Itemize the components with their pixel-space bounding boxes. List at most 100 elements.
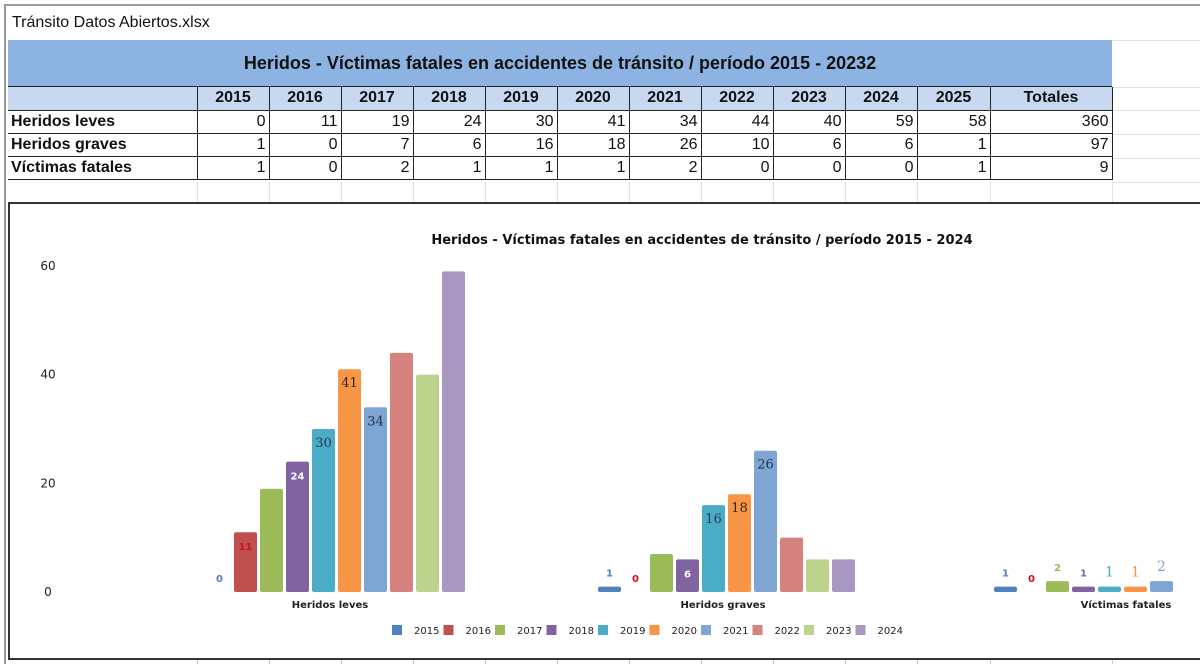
data-label: 30: [315, 436, 332, 451]
legend-item-2016[interactable]: 2016: [443, 625, 491, 637]
cell-total[interactable]: 97: [990, 133, 1113, 157]
bar-2020-1: [728, 494, 751, 592]
bar-2018-2: [1072, 586, 1095, 592]
column-header-totales[interactable]: Totales: [990, 87, 1113, 111]
cell[interactable]: 1: [917, 156, 991, 180]
cell[interactable]: 40: [773, 110, 846, 134]
column-header[interactable]: 2021: [629, 87, 702, 111]
cell[interactable]: 30: [485, 110, 558, 134]
cell[interactable]: 1: [197, 156, 270, 180]
gridline: [197, 182, 198, 202]
gridline: [701, 182, 702, 202]
bar-2017-0: [260, 488, 283, 592]
cell[interactable]: 34: [629, 110, 702, 134]
data-label: 2: [1157, 559, 1166, 575]
legend-item-2021[interactable]: 2021: [701, 625, 748, 637]
legend-item-2019[interactable]: 2019: [598, 625, 645, 637]
gridline: [845, 660, 846, 664]
gridline: [1112, 182, 1113, 202]
bar-2017-2: [1046, 581, 1069, 592]
legend-item-2020[interactable]: 2020: [649, 625, 697, 637]
cell[interactable]: 16: [485, 133, 558, 157]
legend-item-2024[interactable]: 2024: [855, 625, 903, 637]
data-label: 0: [216, 574, 223, 585]
data-label: 0: [632, 574, 639, 585]
legend: 2015 2016 2017 2018 2019 2020 2021 2022 2023 2024: [392, 625, 903, 637]
legend-swatch: [546, 625, 557, 635]
cell[interactable]: 10: [701, 133, 774, 157]
data-label: 34: [367, 414, 384, 429]
cell[interactable]: 0: [701, 156, 774, 180]
data-label: 18: [731, 501, 748, 516]
column-header[interactable]: 2025: [917, 87, 991, 111]
cell[interactable]: 6: [845, 133, 918, 157]
column-header[interactable]: 2019: [485, 87, 558, 111]
legend-item-2015[interactable]: 2015: [392, 625, 439, 637]
table-row: Heridos leves 0 11 19 24 30 41 34 44 40 …: [8, 110, 1113, 134]
cell[interactable]: 2: [341, 156, 414, 180]
cell[interactable]: 1: [485, 156, 558, 180]
cell[interactable]: 0: [845, 156, 918, 180]
gridline: [990, 660, 991, 664]
cell[interactable]: 7: [341, 133, 414, 157]
legend-swatch: [752, 625, 763, 635]
column-header[interactable]: 2024: [845, 87, 918, 111]
window-frame: [4, 4, 1200, 664]
cell[interactable]: 0: [773, 156, 846, 180]
cell[interactable]: 18: [557, 133, 630, 157]
legend-label: 2023: [826, 626, 851, 637]
cell[interactable]: 11: [269, 110, 342, 134]
column-header[interactable]: 2020: [557, 87, 630, 111]
cell[interactable]: 6: [413, 133, 486, 157]
legend-item-2022[interactable]: 2022: [752, 625, 800, 637]
cell[interactable]: 1: [197, 133, 270, 157]
cell[interactable]: 0: [269, 133, 342, 157]
cell[interactable]: 0: [197, 110, 270, 134]
cell-total[interactable]: 360: [990, 110, 1113, 134]
column-header[interactable]: 2016: [269, 87, 342, 111]
gridline: [990, 182, 991, 202]
chart-container[interactable]: Heridos - Víctimas fatales en accidentes…: [8, 202, 1200, 660]
cell[interactable]: 6: [773, 133, 846, 157]
data-label: 6: [684, 569, 691, 580]
row-label[interactable]: Víctimas fatales: [8, 156, 198, 180]
cell[interactable]: 58: [917, 110, 991, 134]
legend-item-2018[interactable]: 2018: [546, 625, 594, 637]
legend-swatch: [392, 625, 402, 635]
gridline: [269, 182, 270, 202]
table-row: Heridos graves 1 0 7 6 16 18 26 10 6 6 1…: [8, 133, 1113, 157]
cell[interactable]: 24: [413, 110, 486, 134]
cell[interactable]: 1: [413, 156, 486, 180]
gridline: [917, 660, 918, 664]
cell[interactable]: 26: [629, 133, 702, 157]
column-header[interactable]: 2023: [773, 87, 846, 111]
gridline: [1112, 182, 1200, 183]
column-header[interactable]: 2017: [341, 87, 414, 111]
cell-total[interactable]: 9: [990, 156, 1113, 180]
column-header[interactable]: 2022: [701, 87, 774, 111]
gridline: [1112, 110, 1200, 111]
cell[interactable]: 19: [341, 110, 414, 134]
category-label: Heridos leves: [292, 600, 368, 611]
legend-item-2023[interactable]: 2023: [804, 625, 851, 637]
legend-swatch: [598, 625, 608, 635]
column-header[interactable]: 2018: [413, 87, 486, 111]
gridline: [1112, 660, 1113, 664]
bar-2015-1: [598, 586, 621, 592]
data-table: 2015 2016 2017 2018 2019 2020 2021 2022 …: [8, 87, 1113, 180]
column-header[interactable]: 2015: [197, 87, 270, 111]
cell[interactable]: 0: [269, 156, 342, 180]
cell[interactable]: 1: [557, 156, 630, 180]
cell[interactable]: 59: [845, 110, 918, 134]
row-label[interactable]: Heridos leves: [8, 110, 198, 134]
data-label: 41: [341, 376, 358, 391]
cell[interactable]: 1: [917, 133, 991, 157]
legend-item-2017[interactable]: 2017: [495, 625, 542, 637]
cell[interactable]: 44: [701, 110, 774, 134]
legend-label: 2017: [517, 626, 542, 637]
cell[interactable]: 41: [557, 110, 630, 134]
legend-label: 2018: [569, 626, 594, 637]
row-label[interactable]: Heridos graves: [8, 133, 198, 157]
cell[interactable]: 2: [629, 156, 702, 180]
gridline: [845, 182, 846, 202]
